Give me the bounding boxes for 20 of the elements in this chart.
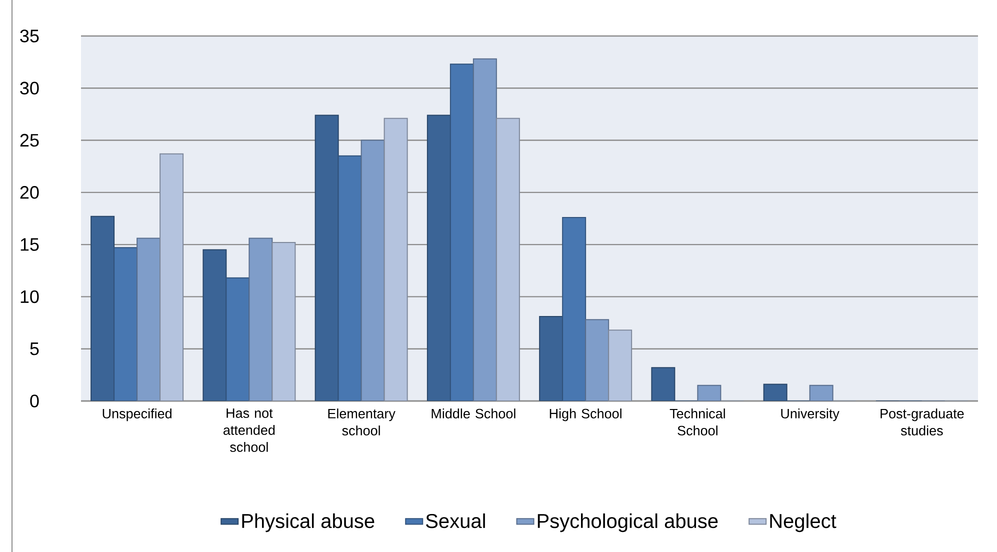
legend-label: Neglect bbox=[770, 513, 836, 532]
x-tick-label: High School bbox=[550, 408, 622, 422]
y-tick-label: 35 bbox=[20, 30, 39, 42]
x-tick-label: Has not attended school bbox=[224, 408, 275, 452]
y-tick-label: 30 bbox=[20, 82, 39, 94]
x-tick-label: Technical School bbox=[670, 408, 725, 436]
y-tick-label: 15 bbox=[20, 238, 39, 251]
legend-label: Physical abuse bbox=[242, 513, 374, 532]
legend-label: Sexual bbox=[426, 513, 485, 528]
y-tick-label: 20 bbox=[20, 186, 39, 199]
x-tick-label: Post-graduate studies bbox=[880, 408, 964, 436]
x-tick-label: Middle School bbox=[432, 408, 516, 418]
x-tick-label: Elementary school bbox=[328, 408, 396, 436]
x-tick-label: University bbox=[781, 408, 840, 422]
y-tick-label: 25 bbox=[20, 134, 39, 147]
legend-label: Psychological abuse bbox=[538, 513, 718, 532]
y-tick-label: 0 bbox=[30, 394, 39, 408]
y-tick-label: 5 bbox=[30, 342, 39, 356]
y-tick-label: 10 bbox=[20, 290, 39, 304]
x-tick-label: Unspecified bbox=[102, 408, 172, 422]
